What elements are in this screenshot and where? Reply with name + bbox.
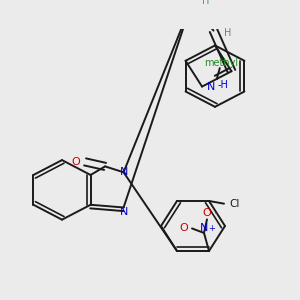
Text: -H: -H [218, 80, 229, 90]
Text: Cl: Cl [230, 199, 240, 209]
Text: H: H [224, 28, 231, 38]
Text: N: N [207, 82, 215, 92]
Text: -: - [214, 208, 218, 218]
Text: N: N [200, 224, 208, 233]
Text: O: O [72, 157, 80, 167]
Text: methyl: methyl [204, 58, 238, 68]
Text: N: N [119, 207, 128, 217]
Text: +: + [208, 224, 215, 233]
Text: O: O [202, 208, 211, 218]
Text: N: N [119, 167, 128, 177]
Text: H: H [202, 0, 209, 6]
Text: O: O [180, 224, 188, 233]
